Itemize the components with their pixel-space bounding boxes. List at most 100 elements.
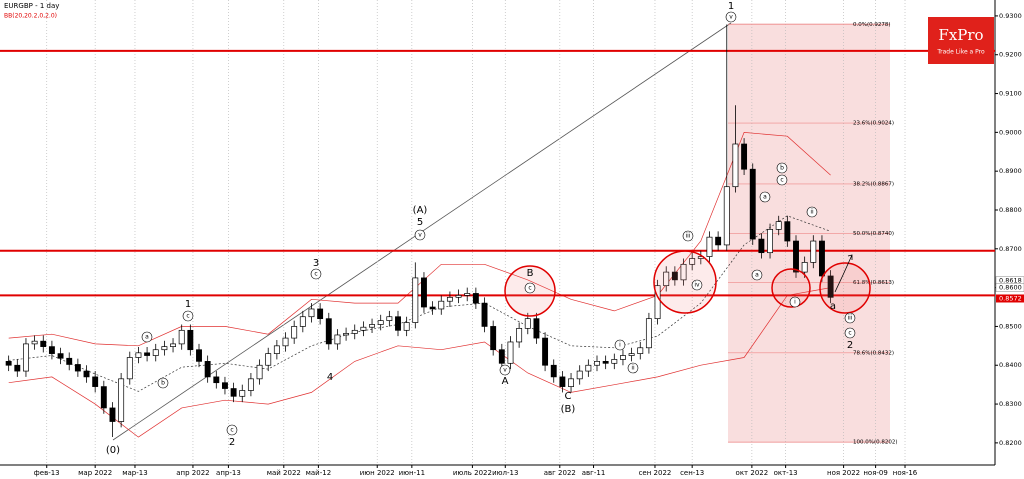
fib-label: 61.8%(0.8613) (853, 280, 894, 286)
y-tick-label: 0.8200 (999, 439, 1022, 447)
wave-circle (499, 364, 511, 376)
candle-body (723, 186, 730, 246)
candle-body (317, 308, 324, 320)
wave-label: c (230, 427, 233, 434)
candle-body (620, 355, 626, 360)
candle-body (48, 346, 55, 354)
wave-label: ii (631, 365, 635, 372)
fib-label: 78.6%(0.8432) (853, 350, 894, 356)
wave-label: iii (847, 315, 852, 322)
wave-label: (A) (413, 205, 428, 216)
price-tag-label: 0.8572 (999, 294, 1022, 302)
wave-label: c (780, 177, 783, 184)
wave-circle (776, 174, 788, 186)
candle-body (775, 221, 782, 230)
x-tick-label: сен 2022 (639, 469, 672, 477)
bollinger-lower (8, 287, 831, 438)
candle-body (144, 352, 151, 356)
y-tick-label: 0.8300 (999, 400, 1022, 408)
candle-body (645, 318, 652, 349)
price-tag (996, 294, 1024, 303)
candle-body (161, 346, 168, 351)
candle-body (83, 370, 90, 378)
projection-arrow (834, 254, 853, 293)
candle-body (291, 326, 298, 339)
wave-label: 2 (229, 437, 235, 448)
candle-body (455, 295, 462, 298)
wave-circle (627, 362, 639, 374)
candle-body (66, 357, 73, 365)
wave-circle (725, 11, 737, 23)
logo-tagline: Trade Like a Pro (936, 49, 985, 56)
candle-body (187, 329, 194, 351)
wave-label: C (565, 391, 572, 402)
wave-label: 1 (185, 299, 191, 310)
bollinger-middle (8, 215, 831, 392)
x-tick-label: ноя-09 (863, 469, 888, 477)
candle-body (247, 378, 254, 391)
candle-body (568, 378, 574, 387)
candle-body (74, 364, 81, 372)
wave-label: 2 (847, 340, 853, 351)
candle-body (550, 364, 557, 378)
wave-label: v (729, 14, 733, 21)
candle-body (299, 316, 306, 327)
candle-body (213, 376, 220, 384)
wave-label: (0) (106, 445, 120, 456)
wave-label: B (527, 268, 534, 279)
price-tag (995, 283, 1024, 292)
wave-circle (844, 327, 856, 339)
candle-body (126, 357, 133, 380)
x-tick-label: фев-13 (34, 469, 60, 477)
candle-body (438, 300, 445, 310)
candle-body (602, 361, 609, 364)
candle-body (351, 329, 358, 334)
wave-circle (806, 206, 818, 218)
wave-label: ii (810, 209, 814, 216)
candle-body (481, 302, 488, 327)
candle-body (421, 277, 427, 308)
y-tick-label: 0.9000 (999, 128, 1022, 136)
wave-circle (844, 312, 856, 324)
wave-circle (414, 229, 426, 241)
candle-body (386, 316, 393, 321)
candle-body (360, 326, 367, 331)
candle-body (498, 349, 505, 364)
x-tick-label: июн-11 (399, 469, 425, 477)
wave-circle (614, 339, 626, 351)
x-tick-label: авг 2022 (544, 469, 576, 477)
wave-circle (182, 310, 194, 322)
x-tick-label: апр-13 (216, 469, 241, 477)
candle-body (325, 318, 332, 345)
candle-body (819, 240, 825, 277)
x-tick-label: окт-13 (774, 469, 798, 477)
candle-body (516, 328, 523, 343)
wave-circle (789, 296, 801, 308)
x-tick-label: апр 2022 (176, 469, 209, 477)
price-tag-label: 0.8618 (999, 277, 1022, 285)
candle-body (282, 337, 289, 347)
candle-body (464, 293, 471, 296)
x-tick-label: ноя-16 (893, 469, 918, 477)
candle-body (334, 334, 341, 345)
chart-title: EURGBP - 1 day (4, 2, 59, 10)
candle-body (490, 326, 497, 351)
fib-label: 50.0%(0.8740) (853, 231, 894, 237)
x-tick-label: май 2022 (267, 469, 301, 477)
y-tick-label: 0.8700 (999, 245, 1022, 253)
x-tick-label: июль 2022 (453, 469, 492, 477)
y-tick-label: 0.9300 (999, 12, 1022, 20)
candle-body (637, 347, 644, 354)
wave-label: A (502, 376, 509, 387)
y-tick-label: 0.8800 (999, 206, 1022, 214)
fib-label: 38.2%(0.8867) (853, 181, 894, 187)
candle-body (671, 271, 678, 281)
candle-body (170, 343, 176, 347)
candle-body (5, 361, 12, 366)
x-tick-label: ноя 2022 (827, 469, 860, 477)
wave-label: i (794, 299, 796, 306)
wave-circle (759, 191, 771, 203)
wave-label: c (848, 330, 851, 337)
